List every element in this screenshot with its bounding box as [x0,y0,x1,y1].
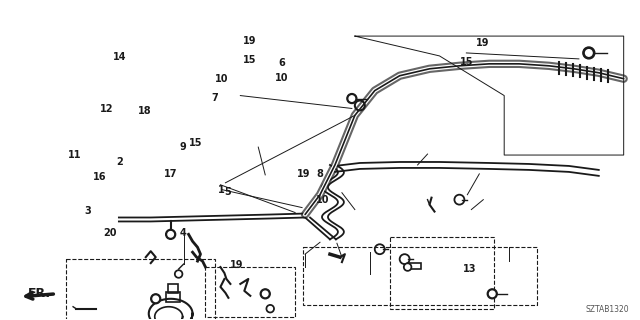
Text: 18: 18 [138,106,152,116]
Circle shape [168,232,173,237]
Circle shape [151,294,161,304]
Text: 8: 8 [317,169,323,179]
Text: 16: 16 [93,172,107,182]
Text: 11: 11 [68,150,81,160]
Circle shape [266,305,274,313]
Circle shape [405,265,410,269]
Text: 9: 9 [180,142,186,152]
Text: 3: 3 [84,206,91,216]
Circle shape [404,263,412,271]
Text: 19: 19 [243,36,257,46]
Circle shape [490,291,495,297]
Circle shape [268,307,273,311]
Text: 15: 15 [460,57,474,67]
Text: 1: 1 [218,185,225,195]
Circle shape [260,289,270,299]
Text: 6: 6 [278,58,285,68]
Circle shape [175,270,182,278]
Text: 15: 15 [189,138,202,148]
Text: FR.: FR. [28,287,51,300]
Text: 4: 4 [180,228,186,238]
Text: 20: 20 [103,228,116,238]
Circle shape [347,93,357,103]
Text: SZTAB1320: SZTAB1320 [585,305,628,314]
Bar [390,237,494,309]
Bar [408,263,420,269]
Bar [168,284,178,293]
Text: 15: 15 [243,55,257,65]
Bar [205,267,295,316]
Text: 10: 10 [316,195,330,205]
Text: 10: 10 [275,73,289,83]
Text: 12: 12 [100,104,113,114]
Text: 19: 19 [230,260,244,270]
Text: 5: 5 [224,187,231,197]
Text: 10: 10 [214,74,228,84]
Circle shape [349,96,355,101]
Circle shape [487,289,497,299]
Text: 13: 13 [463,264,477,275]
Text: 19: 19 [476,38,489,48]
Circle shape [262,291,268,297]
Circle shape [586,50,592,56]
Circle shape [583,47,595,59]
Text: 19: 19 [298,169,311,179]
Bar [303,247,537,305]
Text: 17: 17 [163,169,177,179]
Circle shape [177,272,181,276]
Text: 2: 2 [116,156,123,167]
Text: 14: 14 [113,52,126,62]
Circle shape [153,296,159,301]
Text: 7: 7 [211,93,218,103]
Circle shape [166,229,175,239]
Bar [166,292,180,302]
Bar [66,259,216,320]
